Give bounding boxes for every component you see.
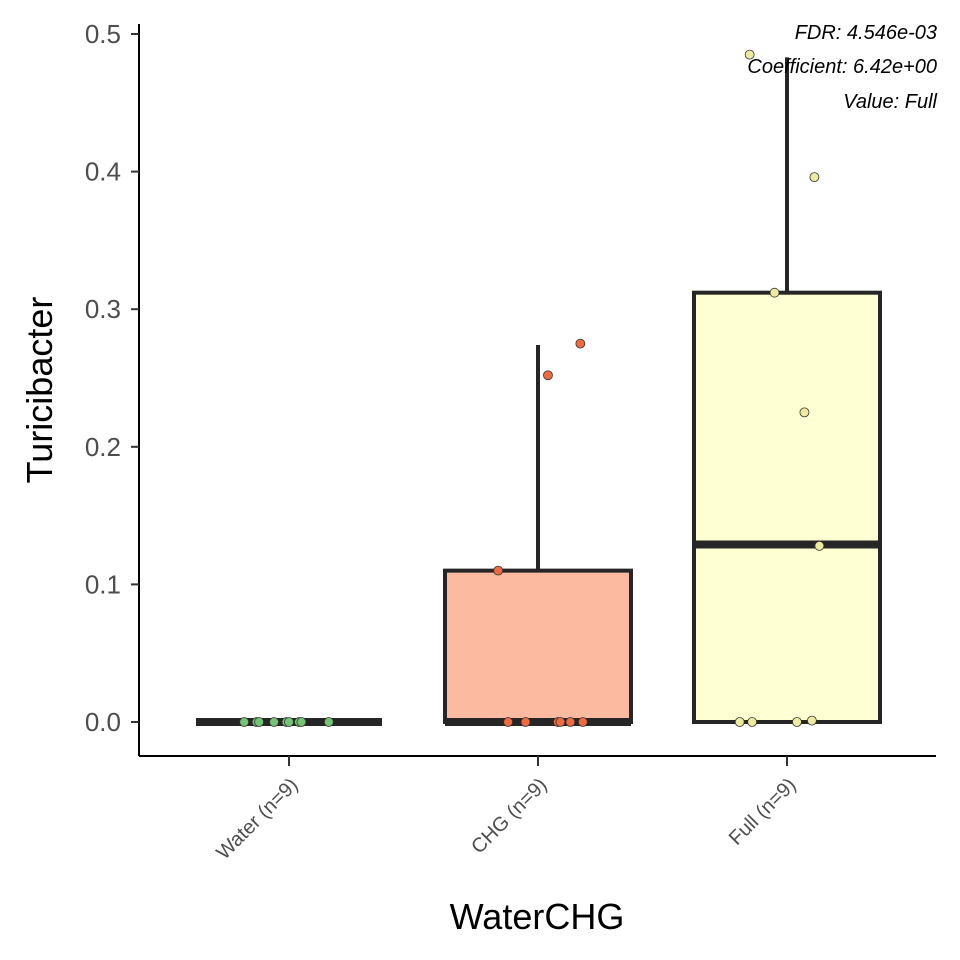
x-tick-label: CHG (n=9) bbox=[467, 774, 551, 858]
data-point bbox=[747, 717, 758, 727]
data-point bbox=[269, 717, 279, 727]
data-point bbox=[520, 717, 531, 727]
data-point bbox=[565, 717, 576, 727]
y-tick-label: 0.2 bbox=[85, 432, 121, 462]
data-point bbox=[769, 287, 780, 298]
y-tick-label: 0.3 bbox=[85, 294, 121, 324]
data-point bbox=[744, 49, 755, 60]
annotations: FDR: 4.546e-03 Coefficient: 6.42e+00 Val… bbox=[747, 22, 937, 113]
data-point bbox=[734, 717, 745, 727]
x-tick-label: Water (n=9) bbox=[212, 774, 302, 864]
data-point bbox=[799, 407, 810, 418]
data-point bbox=[254, 717, 265, 727]
annotation-coefficient: Coefficient: 6.42e+00 bbox=[747, 56, 937, 78]
annotation-fdr: FDR: 4.546e-03 bbox=[795, 22, 937, 44]
data-point bbox=[809, 172, 820, 183]
data-point bbox=[792, 717, 802, 727]
data-point bbox=[575, 338, 586, 349]
data-point bbox=[814, 540, 825, 551]
y-tick-label: 0.1 bbox=[85, 569, 121, 599]
x-tick-label: Full (n=9) bbox=[725, 774, 801, 850]
y-axis-title: Turicibacter bbox=[19, 297, 60, 484]
data-point bbox=[577, 717, 588, 727]
data-point bbox=[807, 715, 817, 726]
box bbox=[692, 290, 882, 724]
data-point bbox=[503, 717, 514, 727]
y-tick-label: 0.5 bbox=[85, 19, 121, 49]
data-point bbox=[284, 717, 294, 727]
y-tick-label: 0.0 bbox=[85, 707, 121, 737]
data-point bbox=[239, 717, 250, 727]
x-ticks: Water (n=9) CHG (n=9) Full (n=9) bbox=[212, 756, 801, 864]
box bbox=[443, 568, 633, 725]
points-layer bbox=[239, 49, 825, 727]
annotation-value: Value: Full bbox=[843, 91, 937, 113]
data-point bbox=[543, 370, 553, 381]
boxes-layer bbox=[196, 57, 882, 726]
data-point bbox=[323, 717, 334, 727]
data-point bbox=[296, 717, 307, 727]
data-point bbox=[555, 717, 566, 727]
y-ticks: 0.0 0.1 0.2 0.3 0.4 0.5 bbox=[85, 19, 139, 737]
data-point bbox=[493, 565, 504, 576]
y-tick-label: 0.4 bbox=[85, 157, 121, 187]
x-axis-title: WaterCHG bbox=[450, 896, 625, 937]
